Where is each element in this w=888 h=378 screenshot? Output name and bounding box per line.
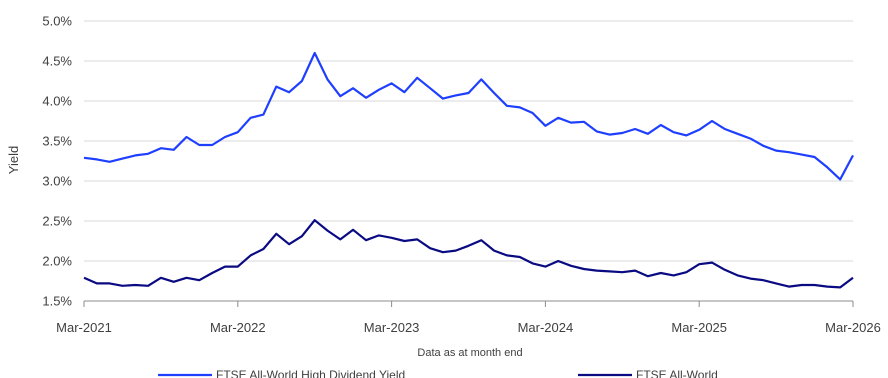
axes: 1.5% 2.0% 2.5% 3.0% 3.5% 4.0% 4.5% 5.0% Mar-2021… <box>42 14 880 336</box>
x-tick-label: Mar-2023 <box>364 320 420 335</box>
gridlines <box>84 20 853 262</box>
x-axis-note: Data as at month end <box>417 347 522 359</box>
y-tick-label: 3.5% <box>42 134 72 149</box>
x-tick-label: Mar-2026 <box>825 320 881 335</box>
series-line-high-dividend-yield <box>83 51 854 181</box>
y-axis-title: Yield <box>6 146 21 174</box>
series-line-all-world <box>83 219 854 289</box>
legend-label: FTSE All-World <box>636 368 718 378</box>
x-tick-label: Mar-2022 <box>210 320 266 335</box>
x-tick-label: Mar-2024 <box>518 320 574 335</box>
y-tick-label: 2.5% <box>42 214 72 229</box>
y-tick-label: 2.0% <box>42 254 72 269</box>
series-lines <box>83 51 854 289</box>
legend: FTSE All-World High Dividend Yield FTSE A… <box>158 368 718 378</box>
x-tick-label: Mar-2021 <box>56 320 112 335</box>
legend-label: FTSE All-World High Dividend Yield <box>216 368 405 378</box>
x-tick-label: Mar-2025 <box>671 320 727 335</box>
y-tick-label: 3.0% <box>42 174 72 189</box>
y-tick-label: 4.0% <box>42 94 72 109</box>
y-tick-label: 5.0% <box>42 14 72 29</box>
y-tick-label: 1.5% <box>42 294 72 309</box>
y-tick-label: 4.5% <box>42 54 72 69</box>
